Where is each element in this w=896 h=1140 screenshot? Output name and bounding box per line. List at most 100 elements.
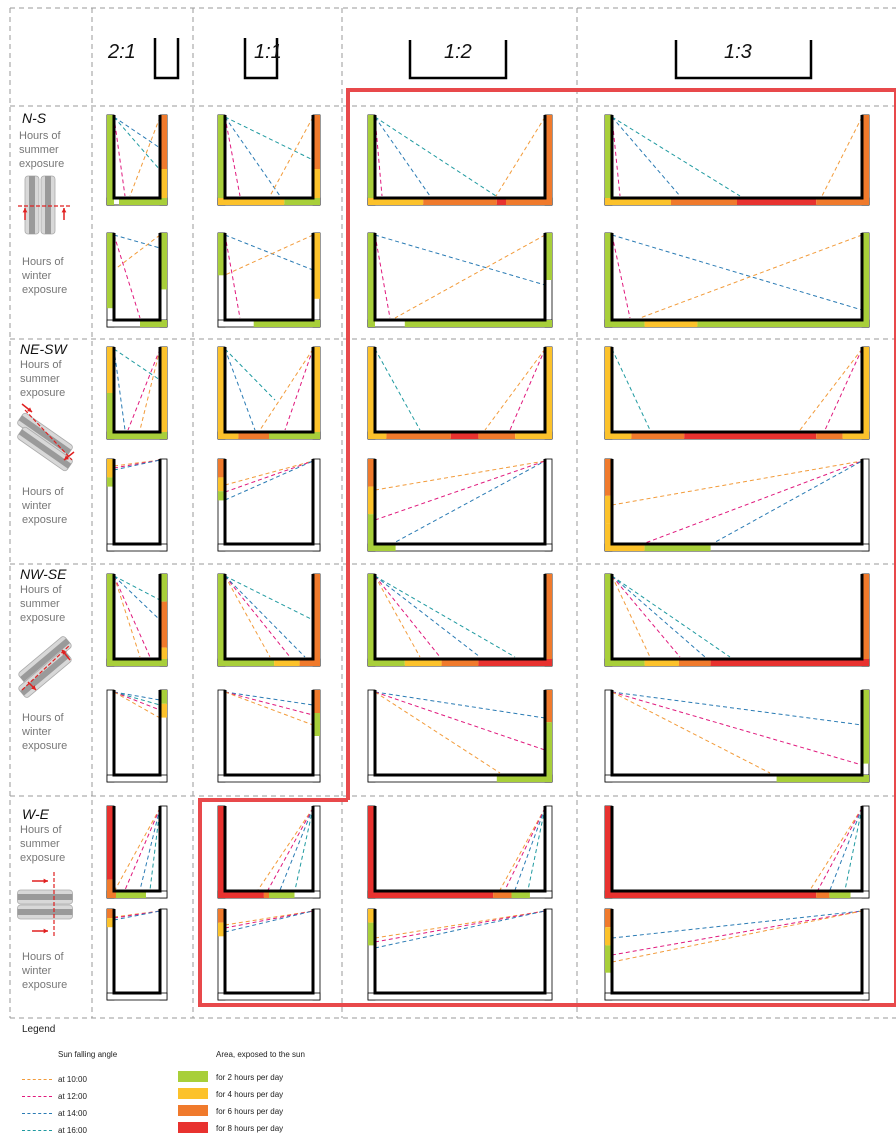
compass-icon-ns-right: [40, 175, 56, 235]
legend-swatch-8h: [178, 1122, 208, 1133]
exposure-band: [140, 320, 167, 327]
legend-line-1200: [22, 1096, 52, 1097]
exposure-band: [605, 233, 612, 327]
exposure-band: [368, 459, 375, 487]
exposure-band: [218, 891, 264, 898]
sun-ray: [113, 691, 161, 719]
sun-ray: [611, 691, 771, 774]
exposure-band: [107, 393, 114, 439]
legend-area-6h: for 6 hours per day: [216, 1107, 284, 1116]
winter-label-nwse: Hours of winter exposure: [22, 712, 68, 752]
sun-ray: [224, 575, 314, 621]
sun-ray: [267, 807, 314, 891]
exposure-band: [368, 891, 494, 898]
sun-ray: [709, 460, 863, 546]
canyon-outline: [373, 690, 547, 777]
exposure-band: [671, 198, 737, 205]
sun-ray: [611, 910, 863, 963]
sun-ray: [374, 116, 431, 197]
legend-area-title: Area, exposed to the sun: [216, 1050, 305, 1059]
building-shadow: [20, 652, 70, 696]
sun-ray: [527, 807, 546, 891]
exposure-band: [776, 775, 869, 782]
exposure-band: [605, 891, 817, 898]
canyon-outline: [223, 806, 315, 893]
exposure-band: [107, 806, 114, 880]
exposure-band: [119, 198, 167, 205]
sun-ray: [514, 807, 546, 891]
sun-ray: [639, 460, 863, 546]
sun-ray: [374, 460, 546, 521]
legend-angle-title: Sun falling angle: [58, 1050, 118, 1059]
sun-ray: [224, 910, 314, 929]
canyon-outline: [112, 347, 162, 434]
exposure-band: [678, 659, 711, 666]
sun-ray: [127, 348, 161, 431]
sun-ray: [824, 348, 863, 431]
sun-ray: [113, 691, 161, 701]
sun-ray: [224, 575, 271, 658]
exposure-band: [313, 115, 320, 169]
canyon-outline: [112, 574, 162, 661]
sun-ray: [224, 691, 314, 706]
orientation-icons: [17, 175, 75, 938]
exposure-band: [368, 909, 375, 923]
sun-ray: [389, 460, 546, 546]
canyon-outline: [112, 806, 162, 893]
exposure-band: [644, 320, 698, 327]
sun-ray: [611, 575, 651, 658]
sun-ray: [817, 807, 863, 891]
sun-ray: [224, 460, 314, 493]
exposure-band: [269, 432, 320, 439]
sun-ray: [113, 348, 161, 381]
sun-ray: [611, 234, 863, 311]
exposure-band: [269, 891, 295, 898]
exposure-band: [313, 169, 320, 205]
canyon-outline: [373, 233, 547, 322]
table-grid: [9, 7, 896, 1019]
sun-ray: [114, 807, 161, 891]
sun-ray: [374, 691, 546, 751]
exposure-band: [368, 544, 396, 551]
exposure-band: [218, 922, 225, 937]
exposure-band: [218, 198, 285, 205]
exposure-band: [605, 347, 612, 439]
sun-ray: [374, 910, 546, 939]
sun-ray: [374, 575, 441, 658]
exposure-band: [506, 198, 552, 205]
exposure-band: [116, 891, 146, 898]
canyon-outline: [112, 690, 162, 777]
sun-ray: [639, 234, 863, 319]
exposure-band: [496, 775, 552, 782]
exposure-band: [218, 477, 225, 492]
sun-ray: [611, 116, 681, 197]
canyon-outline: [112, 115, 162, 200]
sun-ray: [113, 116, 161, 171]
sun-ray: [139, 807, 161, 891]
legend-area-4h: for 4 hours per day: [216, 1090, 284, 1099]
building-shadow: [18, 429, 72, 469]
exposure-band: [160, 601, 167, 648]
exposure-band: [218, 909, 225, 923]
sun-ray: [257, 807, 314, 891]
exposure-band: [107, 432, 167, 439]
sun-ray: [224, 691, 314, 726]
arrow-icon-nwse-1-head: [62, 650, 67, 655]
exposure-band: [160, 115, 167, 169]
exposure-band: [386, 432, 451, 439]
sun-ray: [224, 460, 314, 486]
sun-ray: [611, 575, 681, 658]
exposure-band: [313, 713, 320, 736]
sun-ray: [139, 348, 161, 431]
exposure-band: [218, 432, 239, 439]
legend-time-1200: at 12:00: [58, 1092, 87, 1101]
sun-ray: [374, 460, 546, 491]
canyon-outline: [373, 806, 547, 893]
sun-ray: [113, 575, 141, 658]
sun-ray: [844, 807, 863, 891]
canyon-outline: [112, 909, 162, 995]
sun-ray: [113, 234, 161, 249]
sun-ray: [224, 348, 276, 401]
exposure-band: [368, 432, 387, 439]
